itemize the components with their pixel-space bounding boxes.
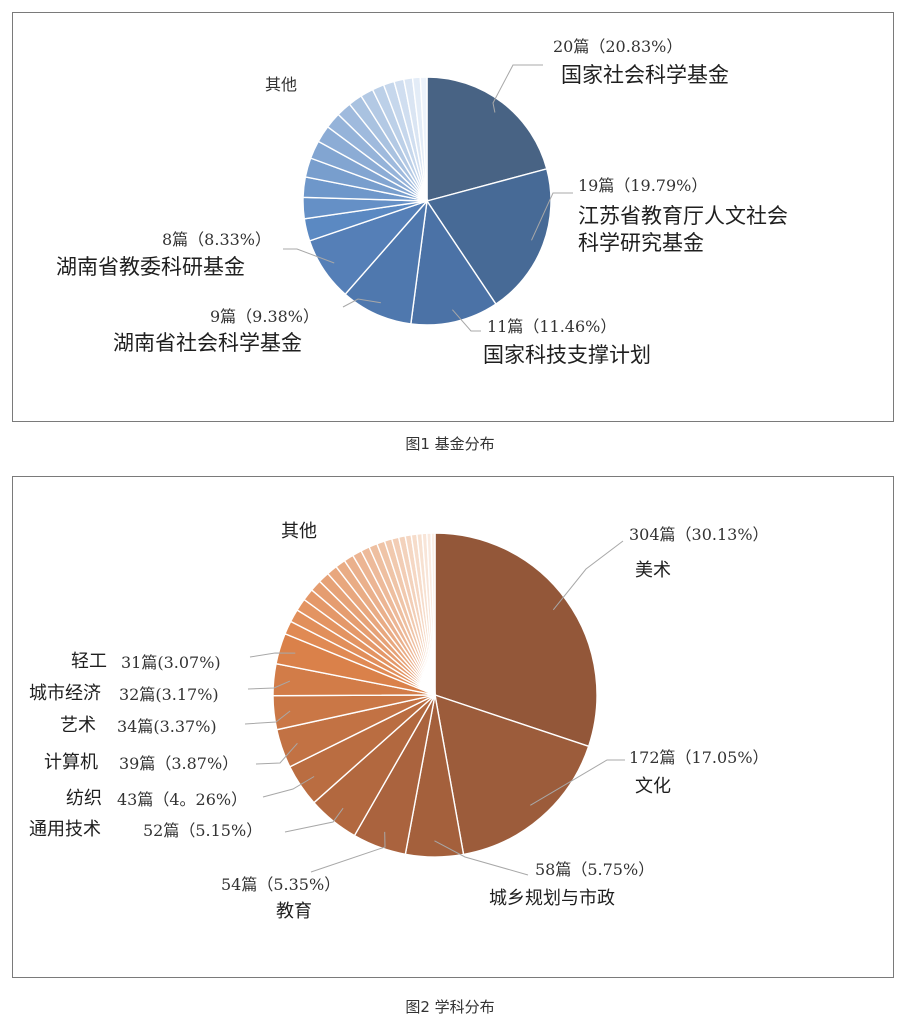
slice-label-name: 城市经济 (29, 683, 101, 704)
pie-slice (434, 693, 590, 856)
leader-line (262, 776, 315, 798)
other-label: 其他 (265, 75, 298, 94)
pie-slice (434, 532, 598, 748)
slice-label-count: 58篇（5.75%） (535, 860, 655, 879)
slice-label-count: 32篇(3.17%) (119, 685, 219, 704)
slice-label-name: 通用技术 (29, 819, 101, 840)
leader-line (249, 652, 296, 658)
leader-line (452, 309, 481, 332)
slice-label-name: 艺术 (60, 715, 96, 736)
figure-1-caption: 图1 基金分布 (405, 435, 495, 453)
slice-label-count: 11篇（11.46%） (487, 317, 617, 336)
slice-label-name: 国家社会科学基金 (561, 63, 729, 87)
leader-line (247, 680, 291, 690)
leader-line (244, 710, 291, 725)
pie-slice-other (430, 532, 436, 696)
slice-label-count: 8篇（8.33%） (162, 230, 272, 249)
fund-distribution-panel: 20篇（20.83%） 国家社会科学基金 19篇（19.79%） 江苏省教育厅人… (12, 12, 894, 422)
leader-line (283, 248, 335, 264)
slice-label-name: 国家科技支撑计划 (483, 343, 651, 367)
slice-label-count: 52篇（5.15%） (143, 821, 263, 840)
leader-line (310, 831, 386, 873)
slice-label-name: 江苏省教育厅人文社会科学研究基金 (578, 204, 788, 255)
slice-label-count: 54篇（5.35%） (221, 875, 341, 894)
slice-label-count: 39篇（3.87%） (119, 754, 239, 773)
slice-label-count: 9篇（9.38%） (210, 307, 320, 326)
fund-pie-chart (283, 64, 573, 332)
slice-label-count: 31篇(3.07%) (121, 653, 221, 672)
slice-label-name: 计算机 (44, 752, 98, 773)
pie-slice (426, 76, 548, 202)
pie-slice (425, 168, 552, 306)
slice-label-name: 教育 (276, 901, 312, 922)
leader-line (342, 298, 381, 308)
slice-label-name: 湖南省教委科研基金 (56, 255, 245, 279)
slice-label-count: 304篇（30.13%） (629, 525, 769, 544)
other-label: 其他 (281, 521, 317, 542)
slice-label-name: 文化 (635, 776, 671, 797)
pie-slice-other (419, 76, 428, 202)
subject-distribution-panel: 304篇（30.13%） 美术 172篇（17.05%） 文化 58篇（5.75… (12, 476, 894, 978)
subject-pie-chart (244, 532, 625, 876)
slice-label-name: 美术 (635, 560, 671, 581)
leader-line (284, 807, 344, 833)
leader-line (530, 759, 625, 806)
leader-line (255, 742, 298, 765)
leader-line (552, 540, 624, 611)
slice-label-count: 43篇（4。26%） (117, 790, 248, 809)
slice-label-count: 20篇（20.83%） (553, 37, 683, 56)
slice-label-name: 城乡规划与市政 (489, 888, 615, 909)
slice-label-count: 19篇（19.79%） (578, 176, 708, 195)
leader-line (492, 64, 543, 113)
slice-label-count: 34篇(3.37%) (117, 717, 217, 736)
pie-slice (410, 199, 497, 326)
slice-label-name: 轻工 (71, 651, 107, 672)
slice-label-count: 172篇（17.05%） (629, 748, 769, 767)
slice-label-name: 湖南省社会科学基金 (113, 331, 302, 355)
figure-2-caption: 图2 学科分布 (405, 998, 495, 1016)
leader-line (531, 192, 573, 241)
slice-label-name: 纺织 (66, 788, 102, 809)
leader-line (434, 840, 529, 876)
